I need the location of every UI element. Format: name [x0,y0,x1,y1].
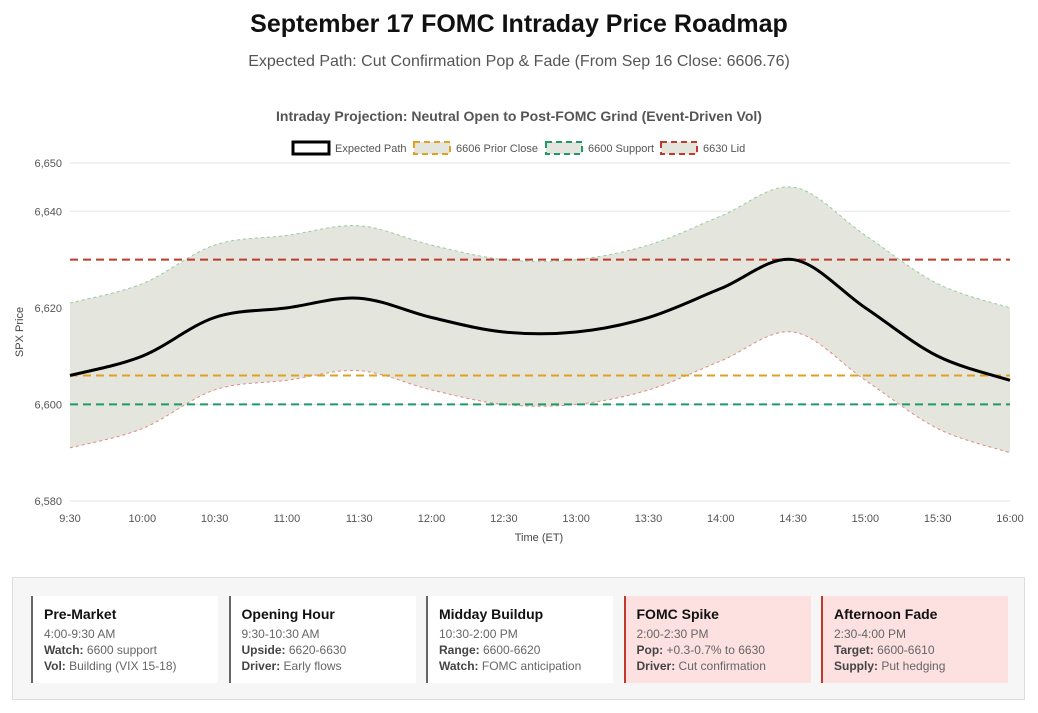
card-time: 4:00-9:30 AM [44,627,116,641]
phase-card: Midday Buildup 10:30-2:00 PM Range: 6600… [426,596,613,683]
card-key: Target: [834,643,874,657]
card-title: Pre-Market [44,606,117,622]
legend-label: 6606 Prior Close [456,143,538,155]
y-tick-label: 6,640 [34,206,62,218]
phase-card: Pre-Market 4:00-9:30 AM Watch: 6600 supp… [31,596,218,683]
expected-path-line [69,257,1011,382]
x-tick-label: 13:00 [562,513,590,525]
card-line-2: Vol: Building (VIX 15-18) [44,658,218,674]
card-line-2: Supply: Put hedging [834,658,1008,674]
x-tick-label: 10:00 [129,513,157,525]
card-key: Watch: [439,659,479,673]
y-tick-label: 6,580 [34,496,62,508]
x-tick-label: 15:30 [924,513,952,525]
legend-swatch [413,141,451,155]
card-value: Cut confirmation [675,659,766,673]
card-title: Midday Buildup [439,606,544,622]
x-tick-label: 11:30 [346,513,373,525]
legend-label: Expected Path [335,143,407,155]
x-tick-label: 14:00 [707,513,735,525]
card-key: Range: [439,643,480,657]
card-value: Early flows [280,659,342,673]
chart-legend: Expected Path 6606 Prior Close 6600 Suppor… [291,140,745,156]
x-tick-label: 15:00 [852,513,880,525]
volatility-band [70,186,1010,453]
y-tick-label: 6,650 [34,158,62,170]
card-value: Building (VIX 15-18) [65,659,177,673]
card-key: Upside: [241,643,286,657]
card-line-1: Pop: +0.3-0.7% to 6630 [637,642,811,658]
card-time: 2:00-2:30 PM [636,627,709,641]
card-line-1: Upside: 6620-6630 [242,642,416,658]
price-chart: Intraday Projection: Neutral Open to Pos… [14,108,1024,544]
x-tick-label: 12:30 [490,513,518,525]
card-key: Watch: [44,643,84,657]
card-line-2: Watch: FOMC anticipation [439,658,613,674]
card-title: FOMC Spike [636,606,719,622]
card-title: Opening Hour [241,606,335,622]
page-title: September 17 FOMC Intraday Price Roadmap [250,10,788,38]
legend-swatch [660,141,698,155]
legend-label: 6600 Support [588,143,654,155]
chart-title: Intraday Projection: Neutral Open to Pos… [276,108,762,124]
x-tick-label: 10:30 [201,513,229,525]
card-line-1: Target: 6600-6610 [834,642,1008,658]
x-tick-label: 11:00 [274,513,301,525]
card-value: 6600 support [83,643,157,657]
x-tick-label: 12:00 [418,513,446,525]
x-tick-label: 13:30 [635,513,663,525]
card-time: 2:30-4:00 PM [834,627,907,641]
card-key: Driver: [241,659,281,673]
phase-card: Opening Hour 9:30-10:30 AM Upside: 6620-… [228,596,416,683]
card-value: 6620-6630 [285,643,347,657]
phase-cards: Pre-Market 4:00-9:30 AM Watch: 6600 supp… [12,577,1025,700]
x-tick-label: 16:00 [996,513,1024,525]
card-value: Put hedging [878,659,946,673]
y-tick-label: 6,620 [34,303,62,315]
card-title: Afternoon Fade [834,606,938,622]
card-line-1: Watch: 6600 support [44,642,218,658]
card-value: +0.3-0.7% to 6630 [663,643,765,657]
x-axis-label: Time (ET) [515,532,563,544]
card-line-2: Driver: Cut confirmation [637,658,811,674]
card-key: Pop: [636,643,664,657]
y-axis-label: SPX Price [14,307,26,357]
x-tick-label: 14:30 [779,513,807,525]
y-tick-label: 6,600 [34,399,62,411]
card-line-2: Driver: Early flows [242,658,416,674]
card-time: 9:30-10:30 AM [241,627,320,641]
x-tick-label: 9:30 [59,513,80,525]
phase-card: Afternoon Fade 2:30-4:00 PM Target: 6600… [821,596,1008,683]
card-line-1: Range: 6600-6620 [439,642,613,658]
card-time: 10:30-2:00 PM [439,627,518,641]
card-value: 6600-6610 [873,643,935,657]
card-value: FOMC anticipation [478,659,582,673]
legend-swatch [291,140,331,156]
legend-label: 6630 Lid [703,143,745,155]
card-key: Vol: [44,659,66,673]
card-key: Driver: [636,659,676,673]
card-key: Supply: [834,659,878,673]
legend-swatch [545,141,583,155]
phase-card: FOMC Spike 2:00-2:30 PM Pop: +0.3-0.7% t… [623,596,811,683]
card-value: 6600-6620 [479,643,541,657]
page-subtitle: Expected Path: Cut Confirmation Pop & Fa… [248,53,790,70]
